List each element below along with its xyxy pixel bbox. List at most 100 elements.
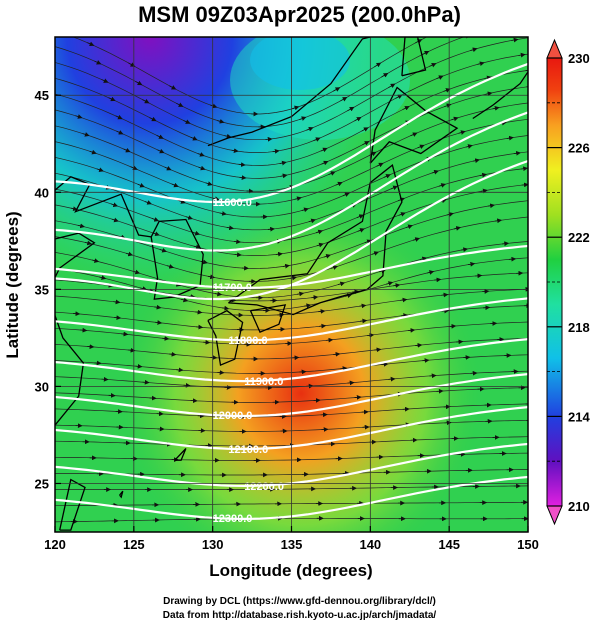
streamline (55, 151, 528, 231)
streamline-arrow (442, 308, 450, 314)
streamline-arrow (340, 366, 348, 371)
streamline-arrow (292, 105, 300, 111)
longitude-ticks: 120 125 130 135 140 145 150 (44, 526, 539, 552)
streamline-arrow (388, 376, 396, 382)
streamline-arrow (318, 309, 326, 314)
streamline-arrow (427, 270, 435, 275)
streamline-arrow (267, 226, 275, 232)
colorbar-bottom-arrow (546, 505, 563, 526)
contour-label: 11700.0 (213, 282, 252, 294)
coastline-segment (401, 37, 427, 77)
streamline-arrow (376, 162, 384, 168)
colorbar-label: 222 (568, 230, 590, 245)
streamline-arrow (311, 295, 319, 300)
coastline-segment (59, 478, 86, 531)
streamline-arrow (405, 224, 413, 230)
streamline-arrow (446, 212, 454, 217)
streamline-arrow (333, 87, 341, 92)
streamline-arrow (111, 217, 119, 223)
streamline-arrow (164, 165, 172, 171)
streamline-arrow (125, 251, 134, 257)
streamline-arrow (371, 251, 379, 256)
contour-label: 12000.0 (213, 410, 253, 422)
streamline-arrow (400, 297, 408, 303)
streamline-arrow (214, 291, 223, 297)
streamline-arrow (142, 98, 150, 104)
streamline-arrow (497, 10, 503, 11)
colorbar-label: 218 (568, 320, 590, 335)
streamline-arrow (91, 258, 100, 263)
streamline-arrow (188, 294, 196, 299)
streamline-arrow (279, 160, 287, 166)
streamline-arrow (306, 126, 314, 132)
streamline-arrow (231, 148, 239, 153)
coastline-segment (369, 86, 459, 164)
streamline-arrow (374, 347, 382, 353)
contour-label: 12100.0 (228, 444, 268, 456)
streamline-arrow (422, 358, 430, 363)
streamline-arrow (388, 83, 396, 89)
coastline-segment (119, 490, 124, 499)
streamline-arrow (485, 91, 493, 97)
streamline-arrow (123, 147, 131, 153)
streamline (55, 305, 528, 331)
streamline-arrow (362, 141, 370, 146)
streamline (55, 469, 528, 476)
streamline-arrow (393, 283, 401, 288)
streamline-arrow (385, 281, 394, 286)
streamline-arrow (176, 102, 184, 107)
streamline-arrow (408, 327, 416, 333)
streamline-arrow (525, 67, 528, 73)
streamline-arrow (226, 225, 234, 231)
streamline (55, 167, 528, 244)
contour-label: 12200.0 (244, 481, 284, 493)
streamline-arrow (390, 185, 398, 191)
streamline-arrow (513, 150, 521, 156)
streamline-arrow (401, 313, 409, 318)
streamline-arrow (308, 218, 316, 224)
streamline-arrow (356, 214, 364, 219)
coastline (55, 37, 528, 531)
coastline-segment (472, 71, 528, 120)
streamline-arrow (101, 78, 109, 83)
streamline (55, 387, 528, 403)
streamline-arrow (359, 303, 367, 309)
streamline-arrow (484, 75, 492, 81)
lon-tick-label: 140 (359, 537, 381, 552)
streamline-arrow (323, 254, 331, 259)
contour-line (55, 372, 528, 418)
streamline-arrow (210, 103, 218, 109)
lat-tick-label: 30 (35, 379, 49, 394)
streamline (55, 501, 528, 507)
streamline-arrow (144, 200, 152, 205)
streamline-arrow (357, 228, 365, 233)
streamline-arrow (330, 265, 338, 270)
streamline-arrow (280, 173, 288, 179)
streamline-arrow (239, 175, 247, 180)
streamline-arrow (319, 323, 327, 329)
streamline-arrow (326, 337, 334, 343)
streamline-arrow (154, 304, 162, 310)
latitude-ticks: 25 30 35 40 45 (35, 88, 61, 491)
streamline-arrow (238, 162, 246, 167)
lat-tick-label: 25 (35, 476, 49, 491)
streamline-arrow (360, 318, 368, 324)
streamline-arrow (196, 324, 204, 330)
streamline (55, 257, 528, 311)
streamline-arrow (190, 136, 198, 141)
streamline-arrow (374, 62, 382, 68)
wind-streamlines (55, 10, 528, 524)
streamline-arrow (504, 24, 510, 25)
streamline-arrow (361, 127, 369, 132)
streamline-arrow (344, 293, 353, 298)
contour-line (55, 297, 528, 342)
streamline-arrow (108, 96, 116, 102)
streamline-arrow (296, 291, 305, 297)
lat-tick-label: 40 (35, 185, 49, 200)
colorbar: 230 226 222 218 214 210 (546, 38, 590, 526)
streamline (55, 70, 528, 166)
streamline (55, 403, 528, 418)
streamline-arrow (77, 223, 85, 229)
streamline-arrow (99, 275, 107, 280)
streamline-arrow (192, 230, 201, 236)
